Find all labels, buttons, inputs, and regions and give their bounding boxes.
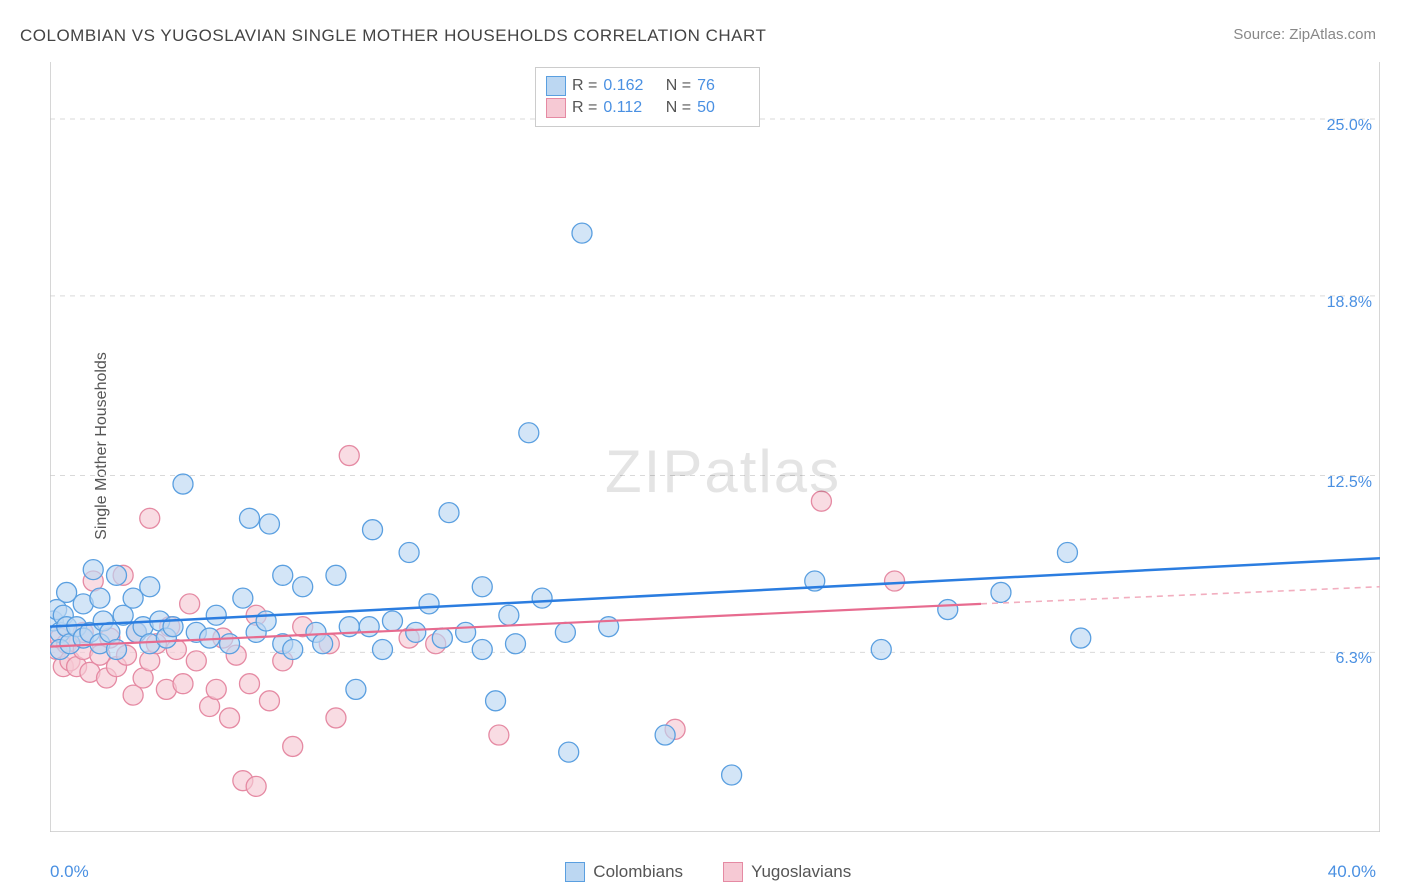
correlation-legend: R = 0.162 N = 76 R = 0.112 N = 50 <box>535 67 760 127</box>
data-point <box>140 577 160 597</box>
n-value: 76 <box>697 77 749 95</box>
x-axis-max-label: 40.0% <box>1328 862 1376 882</box>
legend-swatch <box>546 98 566 118</box>
data-point <box>283 736 303 756</box>
data-point <box>382 611 402 631</box>
data-point <box>180 594 200 614</box>
data-point <box>885 571 905 591</box>
data-point <box>1071 628 1091 648</box>
n-value: 50 <box>697 99 749 117</box>
data-point <box>240 674 260 694</box>
data-point <box>655 725 675 745</box>
chart-plot-area: ZIPatlas R =0.162 N =76R =0.112 N =50 6.… <box>50 62 1380 832</box>
data-point <box>259 514 279 534</box>
series-legend-item: Yugoslavians <box>723 862 851 882</box>
data-point <box>259 691 279 711</box>
y-tick-label: 6.3% <box>1336 650 1372 668</box>
data-point <box>173 674 193 694</box>
data-point <box>559 742 579 762</box>
data-point <box>326 565 346 585</box>
data-point <box>326 708 346 728</box>
data-point <box>1057 543 1077 563</box>
data-point <box>373 639 393 659</box>
x-axis-min-label: 0.0% <box>50 862 89 882</box>
data-point <box>938 600 958 620</box>
data-point <box>246 776 266 796</box>
chart-title: COLOMBIAN VS YUGOSLAVIAN SINGLE MOTHER H… <box>20 26 766 46</box>
correlation-legend-row: R = 0.112 N = 50 <box>546 98 749 118</box>
data-point <box>532 588 552 608</box>
data-point <box>206 605 226 625</box>
data-point <box>107 565 127 585</box>
data-point <box>399 543 419 563</box>
data-point <box>439 503 459 523</box>
data-point <box>406 622 426 642</box>
data-point <box>90 588 110 608</box>
r-value: 0.162 <box>603 77 655 95</box>
data-point <box>489 725 509 745</box>
data-point <box>555 622 575 642</box>
data-point <box>519 423 539 443</box>
data-point <box>572 223 592 243</box>
data-point <box>871 639 891 659</box>
series-legend-item: Colombians <box>565 862 683 882</box>
legend-swatch <box>565 862 585 882</box>
data-point <box>432 628 452 648</box>
data-point <box>206 679 226 699</box>
trend-line-b-dashed <box>981 587 1380 604</box>
series-legend: Colombians Yugoslavians <box>565 862 851 882</box>
data-point <box>472 639 492 659</box>
chart-svg <box>50 62 1380 832</box>
data-point <box>346 679 366 699</box>
source-prefix: Source: <box>1233 26 1289 43</box>
y-tick-label: 25.0% <box>1327 117 1372 135</box>
data-point <box>220 708 240 728</box>
data-point <box>313 634 333 654</box>
r-label: R = <box>572 99 597 117</box>
data-point <box>363 520 383 540</box>
r-value: 0.112 <box>603 99 655 117</box>
data-point <box>722 765 742 785</box>
data-point <box>811 491 831 511</box>
data-point <box>173 474 193 494</box>
data-point <box>472 577 492 597</box>
data-point <box>240 508 260 528</box>
series-legend-label: Colombians <box>593 862 683 882</box>
data-point <box>283 639 303 659</box>
data-point <box>220 634 240 654</box>
legend-swatch <box>723 862 743 882</box>
source-name: ZipAtlas.com <box>1289 26 1376 43</box>
data-point <box>233 588 253 608</box>
data-point <box>359 617 379 637</box>
y-tick-label: 18.8% <box>1327 294 1372 312</box>
n-label: N = <box>661 77 691 95</box>
data-point <box>186 651 206 671</box>
data-point <box>140 508 160 528</box>
data-point <box>273 565 293 585</box>
data-point <box>339 446 359 466</box>
data-point <box>506 634 526 654</box>
correlation-legend-row: R = 0.162 N = 76 <box>546 76 749 96</box>
data-point <box>991 582 1011 602</box>
r-label: R = <box>572 77 597 95</box>
data-point <box>83 560 103 580</box>
series-legend-label: Yugoslavians <box>751 862 851 882</box>
data-point <box>499 605 519 625</box>
data-point <box>293 577 313 597</box>
y-tick-label: 12.5% <box>1327 474 1372 492</box>
x-axis-legend: 0.0% Colombians Yugoslavians 40.0% <box>0 862 1406 882</box>
chart-source: Source: ZipAtlas.com <box>1233 26 1376 43</box>
legend-swatch <box>546 76 566 96</box>
data-point <box>486 691 506 711</box>
data-point <box>456 622 476 642</box>
n-label: N = <box>661 99 691 117</box>
data-point <box>419 594 439 614</box>
